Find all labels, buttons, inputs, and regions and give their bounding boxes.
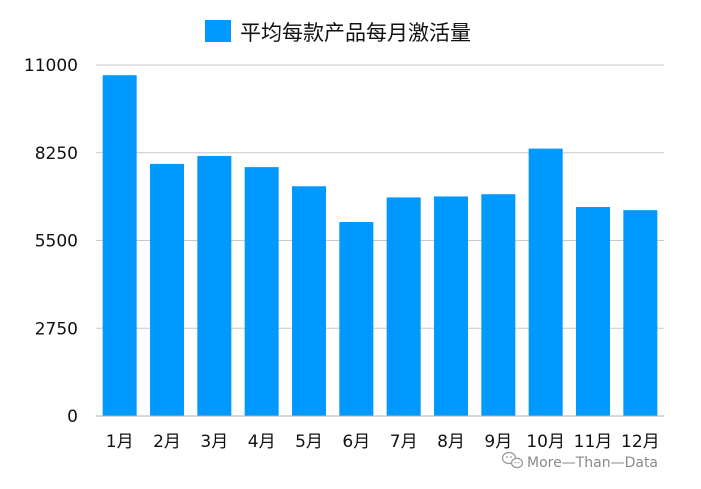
y-axis-tick-labels: 0 2750 5500 8250 11000 — [24, 56, 78, 427]
bars — [102, 75, 658, 417]
x-axis-tick-labels: 1月 2月 3月 4月 5月 6月 7月 8月 9月 10月 11月 12月 — [106, 432, 660, 452]
y-tick-label: 0 — [67, 407, 78, 427]
bar-5 — [292, 186, 326, 416]
bar-7 — [386, 197, 421, 416]
y-tick-label: 8250 — [35, 144, 78, 164]
x-tick-label: 4月 — [248, 432, 276, 452]
gridlines — [96, 64, 664, 329]
x-tick-label: 11月 — [574, 432, 613, 452]
y-tick-label: 11000 — [24, 56, 78, 76]
legend-label: 平均每款产品每月激活量 — [240, 21, 471, 45]
x-tick-label: 9月 — [484, 432, 512, 452]
bar-6 — [339, 221, 374, 416]
bar-3 — [197, 155, 232, 416]
y-tick-label: 2750 — [35, 319, 78, 339]
bar-10 — [528, 148, 563, 417]
x-tick-label: 8月 — [437, 432, 465, 452]
bar-4 — [244, 167, 279, 416]
bar-2 — [150, 163, 184, 416]
watermark-text: More—Than—Data — [527, 455, 658, 471]
x-tick-label: 2月 — [153, 432, 181, 452]
bar-12 — [623, 210, 658, 416]
bar-11 — [576, 206, 610, 416]
y-tick-label: 5500 — [35, 232, 78, 252]
wechat-icon — [501, 451, 524, 469]
x-tick-label: 5月 — [295, 432, 323, 452]
bar-8 — [434, 196, 468, 416]
x-tick-label: 7月 — [390, 432, 418, 452]
bar-9 — [481, 194, 516, 416]
legend: 平均每款产品每月激活量 — [205, 20, 471, 45]
legend-swatch — [205, 20, 231, 42]
x-tick-label: 12月 — [621, 432, 660, 452]
bar-1 — [102, 75, 137, 416]
x-tick-label: 6月 — [342, 432, 370, 452]
x-tick-label: 3月 — [200, 432, 228, 452]
x-tick-label: 10月 — [526, 432, 565, 452]
watermark: More—Than—Data — [501, 451, 658, 471]
x-tick-label: 1月 — [106, 432, 134, 452]
